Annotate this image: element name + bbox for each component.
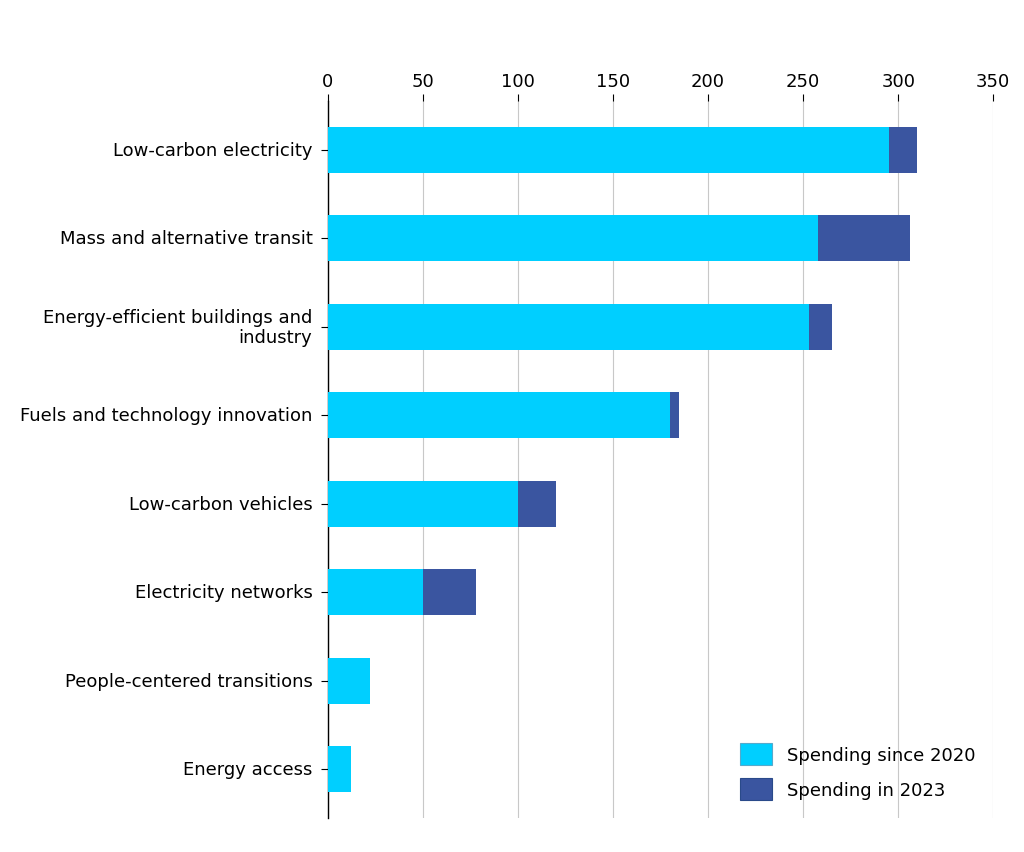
Legend: Spending since 2020, Spending in 2023: Spending since 2020, Spending in 2023 [731,734,984,809]
Bar [328,746,350,792]
Bar [328,481,518,527]
Bar [889,128,918,174]
Bar [328,128,889,174]
Bar [670,393,680,439]
Bar [328,658,370,704]
Bar [809,304,831,350]
Bar [328,393,670,439]
Bar [518,481,556,527]
Bar [328,304,809,350]
Bar [328,570,423,616]
Bar [328,216,818,262]
Bar [818,216,909,262]
Bar [423,570,476,616]
